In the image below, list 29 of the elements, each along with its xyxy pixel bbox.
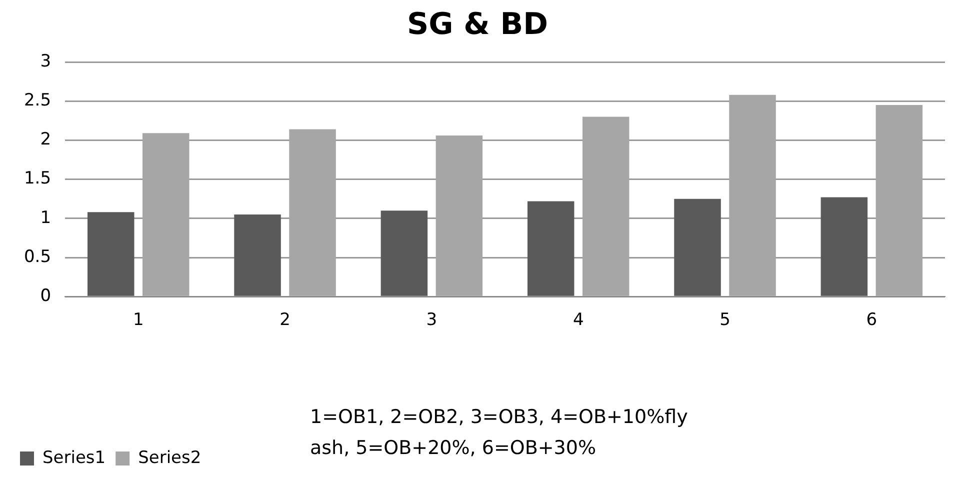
legend-label: Series2 — [138, 448, 202, 468]
chart-title: SG & BD — [406, 6, 548, 42]
bar — [436, 136, 483, 296]
bar — [674, 198, 721, 296]
bar — [820, 197, 868, 296]
bar — [527, 201, 574, 296]
bar — [142, 133, 190, 296]
bar — [289, 129, 336, 296]
bar — [729, 94, 776, 296]
bar — [234, 214, 281, 296]
y-tick-label: 3 — [40, 51, 52, 72]
x-tick-label: 2 — [280, 310, 290, 330]
legend-label: Series1 — [42, 448, 106, 468]
y-tick-label: 1.5 — [24, 168, 52, 189]
y-tick-label: 0.5 — [24, 246, 52, 267]
x-tick-label: 3 — [426, 310, 438, 330]
bar — [582, 116, 630, 296]
x-tick-label: 1 — [132, 310, 144, 330]
y-tick-label: 0 — [40, 286, 52, 306]
x-tick-label: 4 — [572, 310, 584, 330]
y-tick-label: 2.5 — [24, 90, 52, 111]
x-tick-label: 6 — [866, 310, 878, 330]
bar — [876, 105, 923, 296]
x-tick-label: 5 — [720, 310, 730, 330]
text: 1=OB1, 2=OB2, 3=OB3, 4=OB+10%fly ash, 5=OB+20%, 6=OB+30% — [310, 405, 689, 461]
bar — [380, 210, 428, 296]
y-tick-label: 2 — [40, 130, 52, 150]
bar — [87, 212, 134, 296]
y-tick-label: 1 — [40, 208, 52, 228]
